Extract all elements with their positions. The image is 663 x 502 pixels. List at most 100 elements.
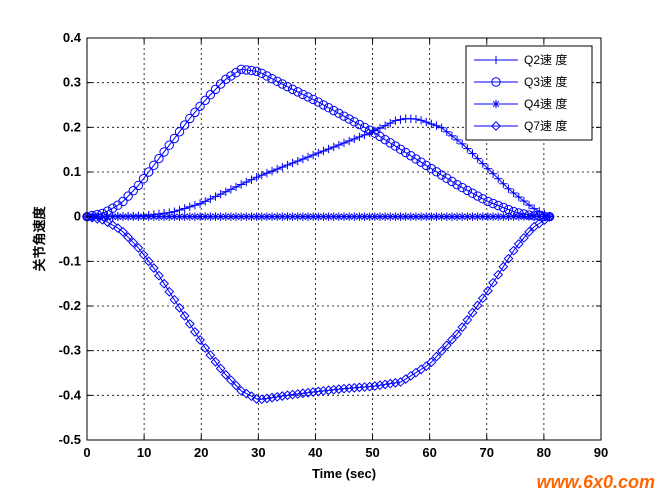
data-point-marker — [344, 383, 355, 394]
data-point-marker — [524, 200, 534, 210]
data-point-marker — [472, 300, 483, 311]
series-star — [82, 212, 554, 221]
data-point-marker — [262, 71, 272, 81]
data-point-marker — [200, 343, 211, 353]
data-point-marker — [267, 392, 277, 403]
data-point-marker — [272, 76, 282, 87]
data-point-marker — [504, 184, 513, 193]
data-point-marker — [391, 212, 400, 221]
data-point-marker — [329, 212, 338, 221]
data-point-marker — [226, 71, 236, 81]
data-point-marker — [488, 277, 498, 288]
data-point-marker — [211, 192, 220, 201]
legend-label: Q2速 度 — [524, 52, 567, 67]
data-point-marker — [287, 389, 298, 400]
data-point-marker — [447, 131, 457, 141]
data-point-marker — [344, 212, 354, 221]
data-point-marker — [468, 212, 477, 221]
data-point-marker — [339, 138, 349, 148]
data-point-marker — [437, 123, 446, 132]
data-point-marker — [472, 191, 483, 201]
x-tick-label: 60 — [422, 445, 436, 460]
data-point-marker — [138, 174, 149, 184]
data-point-marker — [313, 97, 323, 107]
data-point-marker — [323, 103, 334, 113]
data-point-marker — [283, 160, 292, 170]
data-point-marker — [468, 149, 477, 158]
data-point-marker — [246, 65, 257, 76]
data-point-marker — [319, 146, 328, 156]
data-point-marker — [231, 182, 241, 192]
series-diamond — [82, 211, 555, 405]
y-tick-label: 0.1 — [63, 164, 81, 179]
data-point-marker — [241, 388, 252, 399]
data-point-marker — [401, 212, 410, 221]
data-point-marker — [385, 138, 395, 148]
data-point-marker — [107, 220, 118, 231]
data-point-marker — [462, 315, 473, 325]
data-point-marker — [498, 202, 509, 213]
data-point-marker — [370, 212, 380, 221]
data-point-marker — [416, 116, 426, 125]
data-point-marker — [195, 101, 205, 112]
data-point-marker — [462, 185, 473, 196]
data-point-marker — [128, 237, 139, 248]
data-point-marker — [298, 154, 308, 164]
data-point-marker — [149, 160, 159, 171]
data-point-marker — [303, 92, 313, 102]
data-point-marker — [148, 263, 159, 273]
data-point-marker — [221, 74, 231, 85]
data-point-marker — [278, 162, 287, 172]
data-point-marker — [422, 117, 431, 127]
data-point-marker — [380, 379, 391, 390]
data-point-marker — [344, 136, 354, 146]
data-point-marker — [169, 294, 180, 305]
data-point-marker — [452, 329, 462, 339]
data-point-marker — [369, 381, 380, 391]
data-point-marker — [190, 107, 200, 118]
x-tick-label: 50 — [365, 445, 379, 460]
data-point-marker — [293, 212, 302, 221]
data-point-marker — [524, 226, 534, 237]
data-point-marker — [128, 186, 138, 196]
y-axis-label: 关节角速度 — [32, 206, 47, 272]
y-tick-label: 0.4 — [63, 30, 82, 45]
data-point-marker — [262, 168, 272, 178]
data-point-marker — [375, 131, 385, 142]
x-tick-label: 80 — [537, 445, 551, 460]
data-point-marker — [491, 77, 501, 87]
data-point-marker — [220, 369, 231, 380]
data-point-marker — [390, 377, 401, 388]
x-tick-label: 10 — [137, 445, 151, 460]
data-point-marker — [205, 90, 216, 100]
data-point-marker — [165, 212, 174, 221]
x-tick-label: 30 — [251, 445, 265, 460]
data-point-marker — [544, 211, 555, 222]
data-point-marker — [185, 113, 195, 124]
data-point-marker — [282, 390, 293, 401]
data-point-marker — [200, 95, 210, 106]
data-point-marker — [303, 152, 313, 162]
data-point-marker — [442, 127, 451, 136]
data-point-marker — [318, 385, 329, 396]
data-point-marker — [370, 128, 380, 138]
data-point-marker — [349, 382, 360, 393]
x-tick-label: 40 — [308, 445, 322, 460]
data-point-marker — [452, 135, 462, 145]
data-point-marker — [411, 212, 421, 221]
data-point-marker — [247, 175, 256, 184]
data-point-marker — [349, 117, 359, 127]
data-point-marker — [339, 111, 349, 121]
data-point-marker — [293, 156, 302, 166]
data-point-marker — [272, 164, 282, 174]
x-tick-label: 90 — [594, 445, 608, 460]
data-point-marker — [386, 118, 395, 128]
data-point-marker — [375, 123, 385, 133]
y-tick-label: -0.1 — [59, 253, 81, 268]
data-point-marker — [256, 394, 267, 405]
data-point-marker — [241, 65, 252, 75]
data-point-marker — [277, 391, 288, 401]
data-point-marker — [282, 81, 293, 92]
data-point-marker — [237, 180, 246, 189]
data-point-marker — [154, 270, 164, 281]
